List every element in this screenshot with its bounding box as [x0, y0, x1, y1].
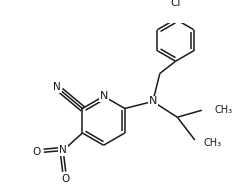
Text: N: N [149, 96, 157, 107]
Text: N: N [59, 145, 67, 155]
Text: O: O [62, 174, 70, 184]
Text: N: N [99, 91, 108, 101]
Text: CH₃: CH₃ [204, 139, 222, 149]
Text: CH₃: CH₃ [214, 105, 232, 115]
Text: N: N [53, 83, 61, 92]
Text: O: O [33, 147, 41, 157]
Text: Cl: Cl [170, 0, 181, 8]
